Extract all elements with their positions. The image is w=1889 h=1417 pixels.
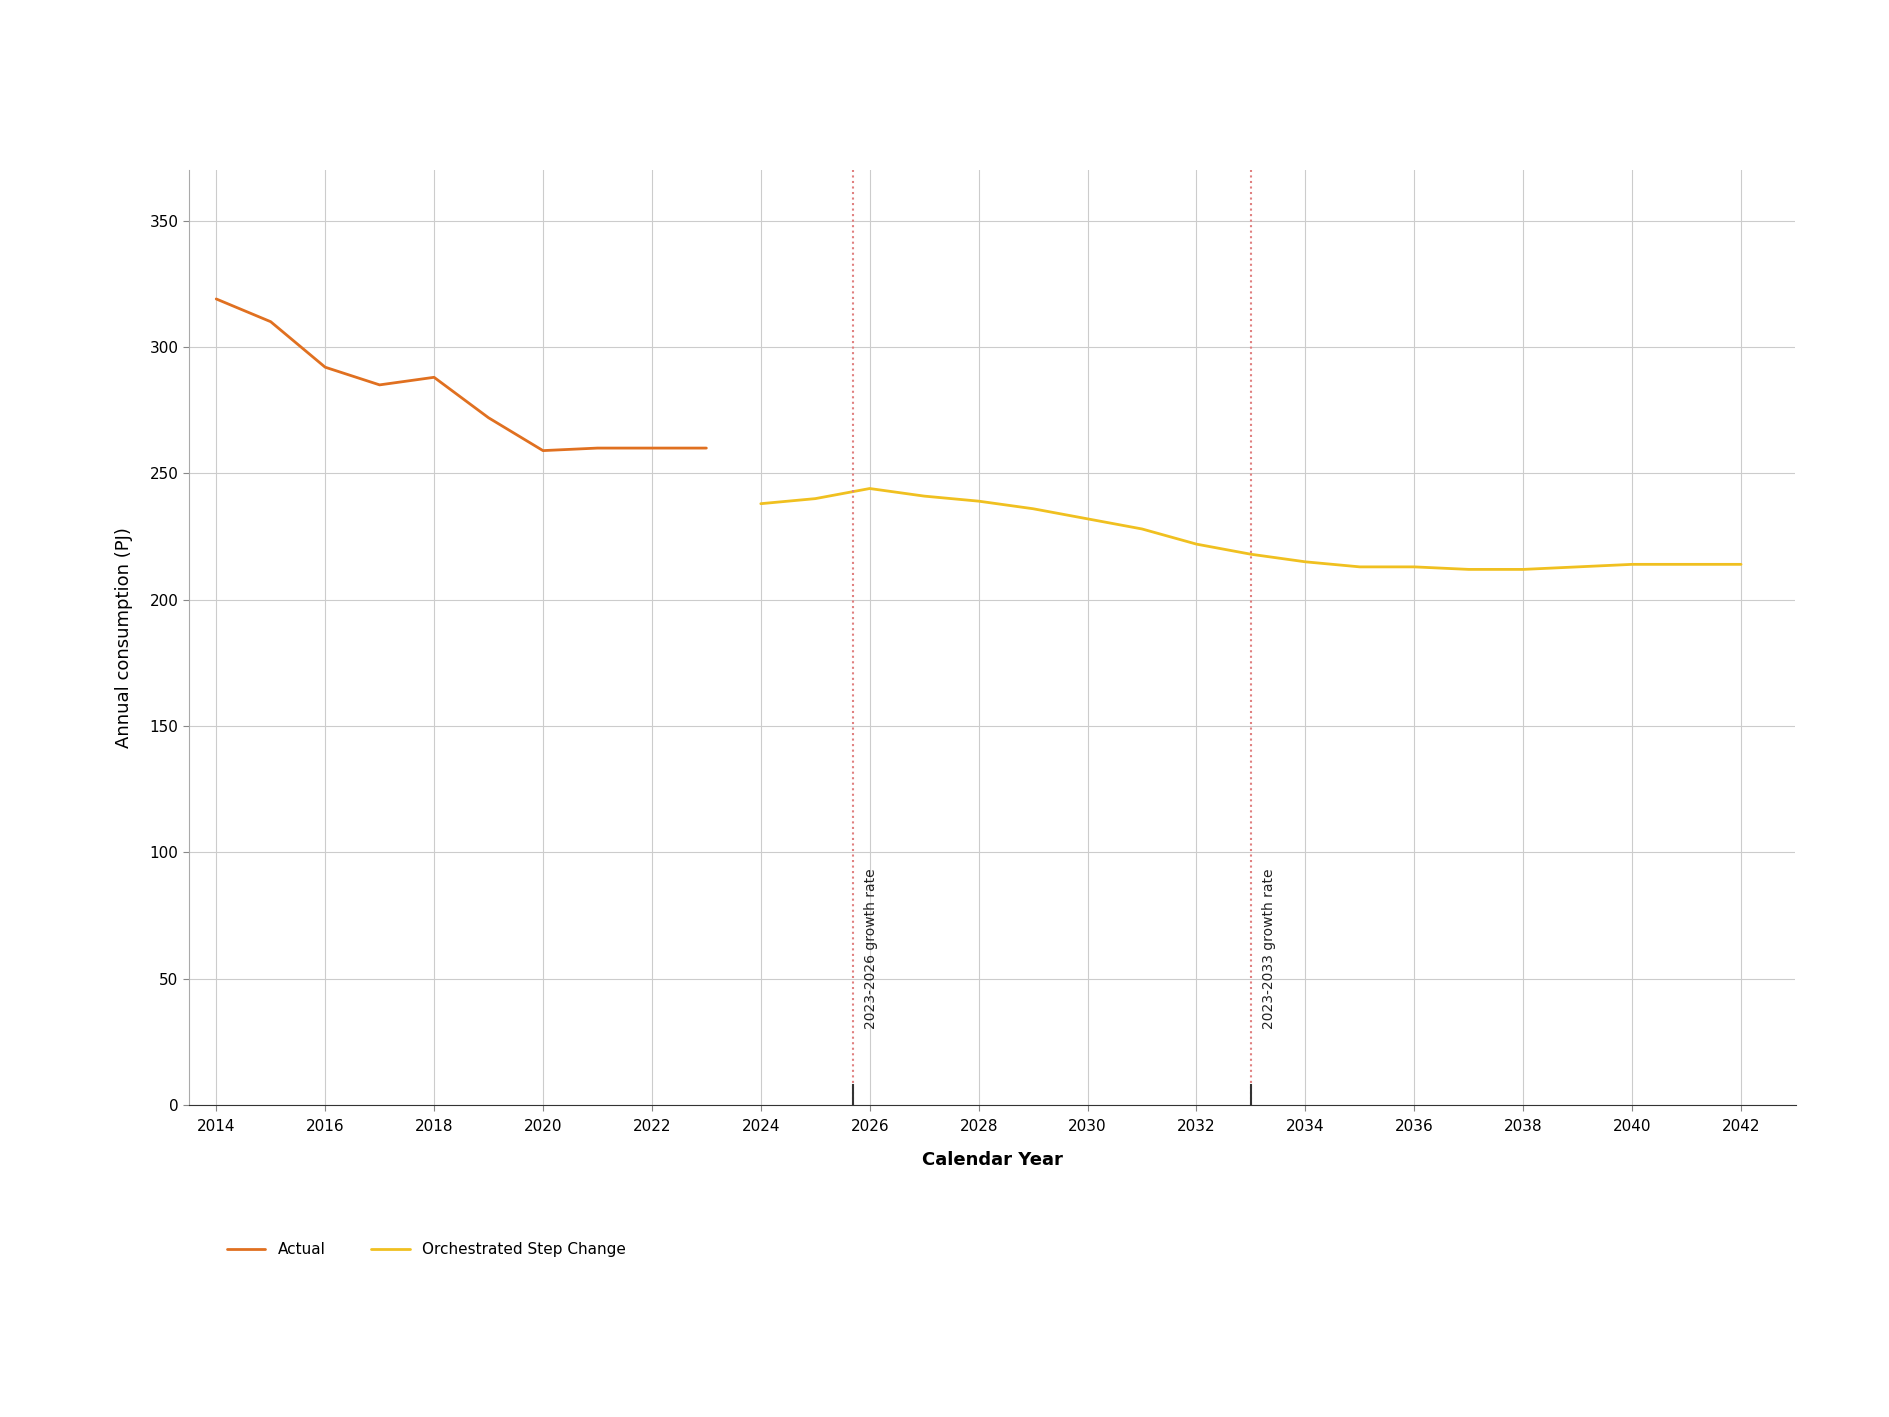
- Orchestrated Step Change: [912, 487, 935, 504]
- Legend: Actual, Orchestrated Step Change: Actual, Orchestrated Step Change: [221, 1236, 631, 1264]
- Actual: [368, 377, 391, 394]
- Orchestrated Step Change: [1456, 561, 1479, 578]
- X-axis label: Calendar Year: Calendar Year: [922, 1151, 1062, 1169]
- Orchestrated Step Change: [967, 493, 990, 510]
- Orchestrated Step Change: [858, 480, 880, 497]
- Orchestrated Step Change: [1075, 510, 1098, 527]
- Orchestrated Step Change: [1566, 558, 1589, 575]
- Orchestrated Step Change: [750, 495, 773, 512]
- Orchestrated Step Change: [1674, 555, 1696, 572]
- Actual: [204, 290, 227, 307]
- Actual: [423, 368, 446, 385]
- Orchestrated Step Change: [803, 490, 825, 507]
- Orchestrated Step Change: [1511, 561, 1534, 578]
- Actual: [531, 442, 553, 459]
- Actual: [695, 439, 718, 456]
- Orchestrated Step Change: [1621, 555, 1643, 572]
- Orchestrated Step Change: [1728, 555, 1751, 572]
- Actual: [586, 439, 608, 456]
- Text: 2023-2026 growth rate: 2023-2026 growth rate: [863, 869, 878, 1029]
- Line: Actual: Actual: [215, 299, 706, 451]
- Line: Orchestrated Step Change: Orchestrated Step Change: [761, 489, 1740, 570]
- Y-axis label: Annual consumption (PJ): Annual consumption (PJ): [115, 527, 132, 748]
- Orchestrated Step Change: [1239, 546, 1262, 563]
- Text: 2023-2033 growth rate: 2023-2033 growth rate: [1262, 869, 1275, 1029]
- Orchestrated Step Change: [1022, 500, 1045, 517]
- Actual: [640, 439, 663, 456]
- Orchestrated Step Change: [1130, 520, 1152, 537]
- Orchestrated Step Change: [1347, 558, 1370, 575]
- Actual: [314, 359, 336, 376]
- Orchestrated Step Change: [1294, 553, 1317, 570]
- Orchestrated Step Change: [1184, 536, 1207, 553]
- Orchestrated Step Change: [1402, 558, 1424, 575]
- Actual: [259, 313, 281, 330]
- Actual: [476, 410, 499, 427]
